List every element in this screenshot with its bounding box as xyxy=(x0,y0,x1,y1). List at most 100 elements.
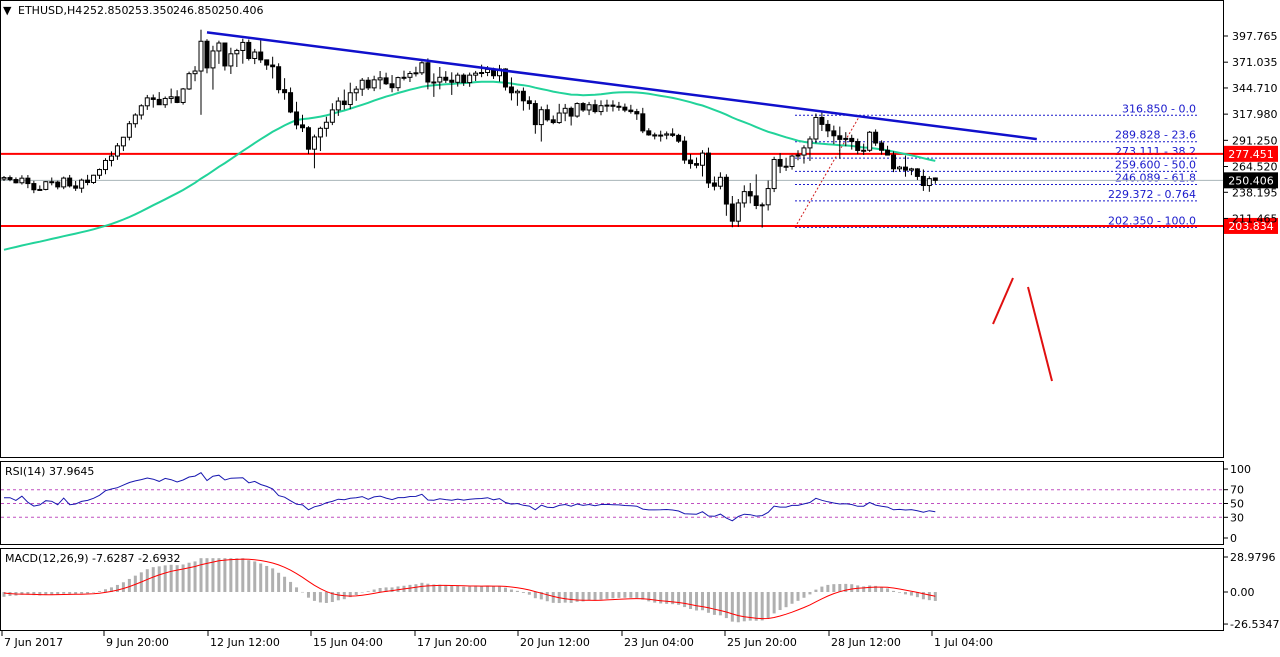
macd-histogram-bar xyxy=(468,586,472,592)
macd-histogram-bar xyxy=(856,585,860,592)
macd-histogram-bar xyxy=(521,592,525,593)
macd-histogram-bar xyxy=(760,592,764,621)
fib-level-label: 229.372 - 0.764 xyxy=(1108,188,1196,201)
macd-histogram-bar xyxy=(498,585,502,592)
bear-candle xyxy=(520,90,526,102)
macd-histogram-bar xyxy=(796,592,800,601)
bull-candle xyxy=(861,149,867,152)
macd-histogram-bar xyxy=(74,592,78,595)
bear-candle xyxy=(222,42,228,67)
fib-level-label: 273.111 - 38.2 xyxy=(1115,145,1196,158)
time-tick-label: 12 Jun 12:00 xyxy=(210,636,280,649)
fib-level-label: 289.828 - 23.6 xyxy=(1115,129,1196,142)
open-value: 252.850 xyxy=(83,4,129,17)
macd-histogram-bar xyxy=(784,592,788,608)
macd-histogram-bar xyxy=(903,592,907,595)
bear-candle xyxy=(682,140,688,161)
macd-indicator: 28.9796 0.00 -26.5347 xyxy=(2,551,1279,631)
macd-histogram-bar xyxy=(790,592,794,604)
bull-candle xyxy=(97,169,103,176)
bull-candle xyxy=(759,204,765,207)
macd-histogram-bar xyxy=(223,558,227,592)
macd-histogram-bar xyxy=(886,588,890,592)
macd-histogram-bar xyxy=(277,572,281,592)
bear-candle xyxy=(879,142,885,151)
macd-histogram-bar xyxy=(438,584,442,592)
bull-candle xyxy=(91,174,97,183)
bull-candle xyxy=(801,147,807,156)
bull-candle xyxy=(168,96,174,99)
bear-candle xyxy=(628,109,634,113)
macd-tick-label: 0.00 xyxy=(1230,586,1255,599)
forecast-up-stroke xyxy=(992,277,1014,325)
bear-candle xyxy=(592,104,598,113)
rsi-tick-label: 50 xyxy=(1230,498,1244,511)
bear-candle xyxy=(652,134,658,137)
macd-histogram-bar xyxy=(366,591,370,592)
bull-candle xyxy=(323,121,329,129)
macd-histogram-bar xyxy=(121,582,125,592)
bull-candle xyxy=(908,168,914,171)
macd-histogram-bar xyxy=(324,592,328,603)
macd-histogram-bar xyxy=(509,589,513,592)
bear-candle xyxy=(156,98,162,106)
bull-candle xyxy=(192,70,198,75)
close-value: 250.406 xyxy=(218,4,264,17)
price-tick-label: 238.195 xyxy=(1232,186,1278,199)
bull-candle xyxy=(79,179,85,189)
bear-candle xyxy=(610,104,616,107)
bull-candle xyxy=(586,104,592,111)
time-tick-label: 25 Jun 20:00 xyxy=(727,636,797,649)
high-value: 253.350 xyxy=(128,4,174,17)
bull-candle xyxy=(37,188,43,191)
macd-histogram-bar xyxy=(909,592,913,596)
macd-histogram-bar xyxy=(635,592,639,598)
bear-candle xyxy=(443,76,449,81)
macd-tick-label: -26.5347 xyxy=(1230,618,1279,631)
bear-candle xyxy=(288,92,294,113)
bull-candle xyxy=(897,166,902,170)
bear-candle xyxy=(49,181,55,184)
macd-histogram-bar xyxy=(474,586,478,592)
bear-candle xyxy=(849,137,855,143)
symbol-label: ETHUSD,H4 xyxy=(18,4,82,17)
macd-histogram-bar xyxy=(539,592,543,600)
macd-histogram-bar xyxy=(187,562,191,592)
macd-histogram-bar xyxy=(62,592,66,594)
bull-candle xyxy=(467,74,473,84)
bear-candle xyxy=(902,166,908,171)
bull-candle xyxy=(126,123,132,138)
macd-panel xyxy=(0,548,1224,631)
candlesticks xyxy=(1,29,938,228)
macd-histogram-bar xyxy=(736,592,740,623)
macd-histogram-bar xyxy=(868,585,872,592)
macd-histogram-bar xyxy=(259,563,263,592)
bull-candle xyxy=(843,137,849,140)
horizontal-levels xyxy=(1,152,1223,227)
bull-candle xyxy=(926,178,932,187)
bear-candle xyxy=(837,135,843,140)
forecast-down-stroke xyxy=(1027,286,1053,382)
bull-candle xyxy=(473,72,479,76)
time-tick-label: 9 Jun 20:00 xyxy=(106,636,169,649)
macd-histogram-bar xyxy=(348,592,352,598)
bear-candle xyxy=(550,119,556,124)
macd-histogram-bar xyxy=(575,592,579,602)
bull-candle xyxy=(234,49,240,55)
macd-histogram-bar xyxy=(838,584,842,592)
macd-histogram-bar xyxy=(456,585,460,592)
macd-histogram-bar xyxy=(689,592,693,610)
bear-candle xyxy=(7,177,13,181)
bull-candle xyxy=(741,191,747,204)
macd-histogram-bar xyxy=(641,592,645,600)
bear-candle xyxy=(502,68,508,88)
fib-level-label: 259.600 - 50.0 xyxy=(1115,158,1196,171)
macd-histogram-bar xyxy=(229,558,233,592)
macd-histogram-bar xyxy=(844,583,848,592)
bear-candle xyxy=(526,100,532,105)
bull-candle xyxy=(371,79,377,89)
macd-histogram-bar xyxy=(742,592,746,622)
macd-histogram-bar xyxy=(163,565,167,592)
macd-histogram-bar xyxy=(247,560,251,592)
